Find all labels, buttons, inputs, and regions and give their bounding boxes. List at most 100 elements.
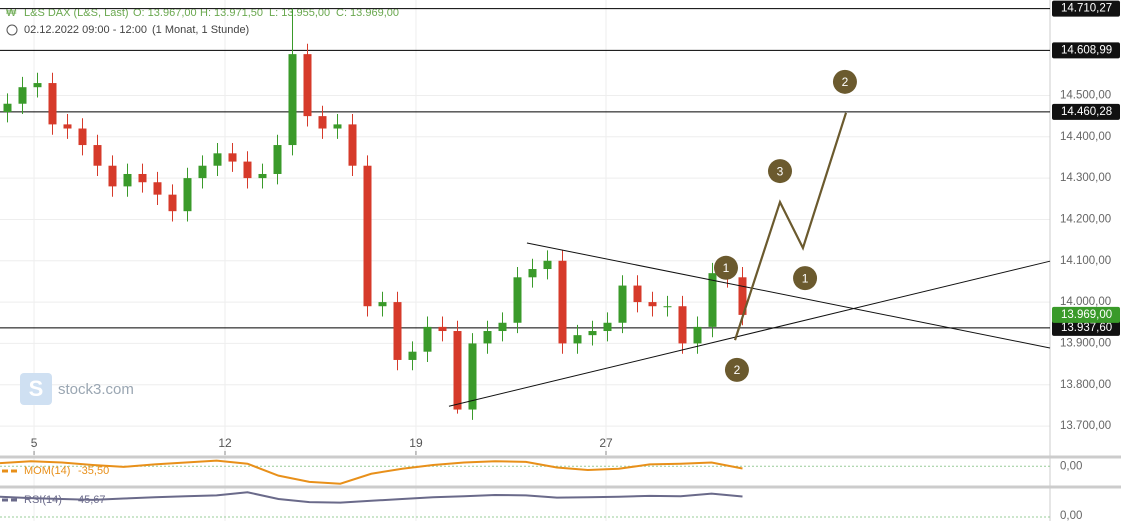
candle-body <box>708 273 717 327</box>
wave-label: 1 <box>802 271 809 285</box>
logo-glyph: S <box>29 376 44 401</box>
y-tick-label: 14.300,00 <box>1060 172 1111 184</box>
instrument-title: L&S DAX (L&S, Last) <box>24 7 129 19</box>
candle-body <box>453 331 462 410</box>
level-label: 14.608,99 <box>1061 44 1112 56</box>
x-tick-label: 5 <box>31 436 38 450</box>
candle-body <box>438 326 447 332</box>
wave-marker <box>724 357 749 382</box>
y-tick-label: 14.100,00 <box>1060 255 1111 267</box>
candle-body <box>18 87 27 104</box>
candle-body <box>693 326 702 344</box>
candle-body <box>303 54 312 117</box>
x-tick-label: 19 <box>409 436 423 450</box>
header-high: H: 13.971,50 <box>200 7 263 19</box>
candle-body <box>3 103 12 112</box>
wave-label: 3 <box>777 164 784 178</box>
last-price-badge <box>1052 306 1120 323</box>
y-tick-label: 13.900,00 <box>1060 337 1111 349</box>
candle-body <box>108 165 117 187</box>
wave-path <box>733 112 848 341</box>
y-tick-label: 14.200,00 <box>1060 213 1111 225</box>
indicator-name: RSI(14) <box>24 494 62 506</box>
candle-body <box>543 260 552 270</box>
wave-label: 2 <box>842 75 849 89</box>
y-tick-label: 13.700,00 <box>1060 420 1111 432</box>
candle-body <box>618 285 627 323</box>
header-range: (1 Monat, 1 Stunde) <box>152 24 249 36</box>
y-tick-label: 13.800,00 <box>1060 379 1111 391</box>
y-tick-label: 14.400,00 <box>1060 131 1111 143</box>
candle-body <box>48 83 57 125</box>
candle-body <box>558 260 567 344</box>
logo-text: stock3.com <box>58 381 134 398</box>
x-tick-label: 27 <box>599 436 613 450</box>
clock-icon <box>6 24 18 36</box>
candle-body <box>123 173 132 187</box>
candle-body <box>378 302 387 307</box>
candle-body <box>603 322 612 332</box>
candle-body <box>183 178 192 212</box>
candle-body <box>168 194 177 212</box>
candle-body <box>648 302 657 307</box>
candle-body <box>738 277 747 315</box>
candle-body <box>573 335 582 344</box>
y-tick-label: 14.500,00 <box>1060 89 1111 101</box>
y-tick-label: 14.000,00 <box>1060 296 1111 308</box>
candle-body <box>228 153 237 162</box>
candle-body <box>198 165 207 179</box>
header-period: 02.12.2022 09:00 - 12:00 <box>24 24 147 36</box>
trendline <box>448 260 1051 407</box>
candle-body <box>363 165 372 307</box>
header-icon: ₩ <box>6 7 17 19</box>
candle-body <box>483 331 492 344</box>
level-badge <box>1052 0 1120 17</box>
indicator-line <box>0 491 743 504</box>
candle-body <box>273 145 282 174</box>
indicator-value: -35,50 <box>78 465 109 477</box>
candle-body <box>633 285 642 303</box>
level-label: 14.460,28 <box>1061 106 1112 118</box>
logo: S stock3.com <box>20 373 134 405</box>
trendline <box>526 242 1051 349</box>
level-label: 14.710,27 <box>1061 3 1112 15</box>
header-open: O: 13.967,00 <box>133 7 197 19</box>
wave-marker <box>793 266 818 291</box>
candle-body <box>78 128 87 146</box>
level-label: 13.937,60 <box>1061 322 1112 334</box>
candle-body <box>138 173 147 183</box>
candle-body <box>678 306 687 344</box>
header-close: C: 13.969,00 <box>336 7 399 19</box>
candle-body <box>258 173 267 179</box>
candle-body <box>243 161 252 179</box>
indicator-tick-label: 0,00 <box>1060 510 1082 521</box>
candle-body <box>408 351 417 360</box>
candle-body <box>498 322 507 332</box>
wave-marker <box>832 69 857 94</box>
level-badge <box>1052 319 1120 336</box>
header-low: L: 13.955,00 <box>269 7 330 19</box>
candle-body <box>63 124 72 129</box>
candle-body <box>528 269 537 278</box>
candle-body <box>318 116 327 129</box>
candle-body <box>33 83 42 88</box>
candle-body <box>468 343 477 410</box>
candle-body <box>513 277 522 323</box>
logo-icon <box>20 373 52 405</box>
candle-body <box>333 124 342 129</box>
level-badge <box>1052 103 1120 120</box>
indicator-line <box>0 459 743 485</box>
indicator-name: MOM(14) <box>24 465 70 477</box>
candle-body <box>213 153 222 166</box>
candle-body <box>153 182 162 195</box>
candle-body <box>423 326 432 352</box>
indicator-tick-label: 0,00 <box>1060 460 1082 472</box>
candle-body <box>288 54 297 146</box>
candle-body <box>348 124 357 166</box>
wave-marker <box>768 159 792 184</box>
wave-label: 2 <box>734 363 741 377</box>
candle-body <box>588 331 597 336</box>
level-badge <box>1052 42 1120 59</box>
candle-body <box>93 145 102 166</box>
